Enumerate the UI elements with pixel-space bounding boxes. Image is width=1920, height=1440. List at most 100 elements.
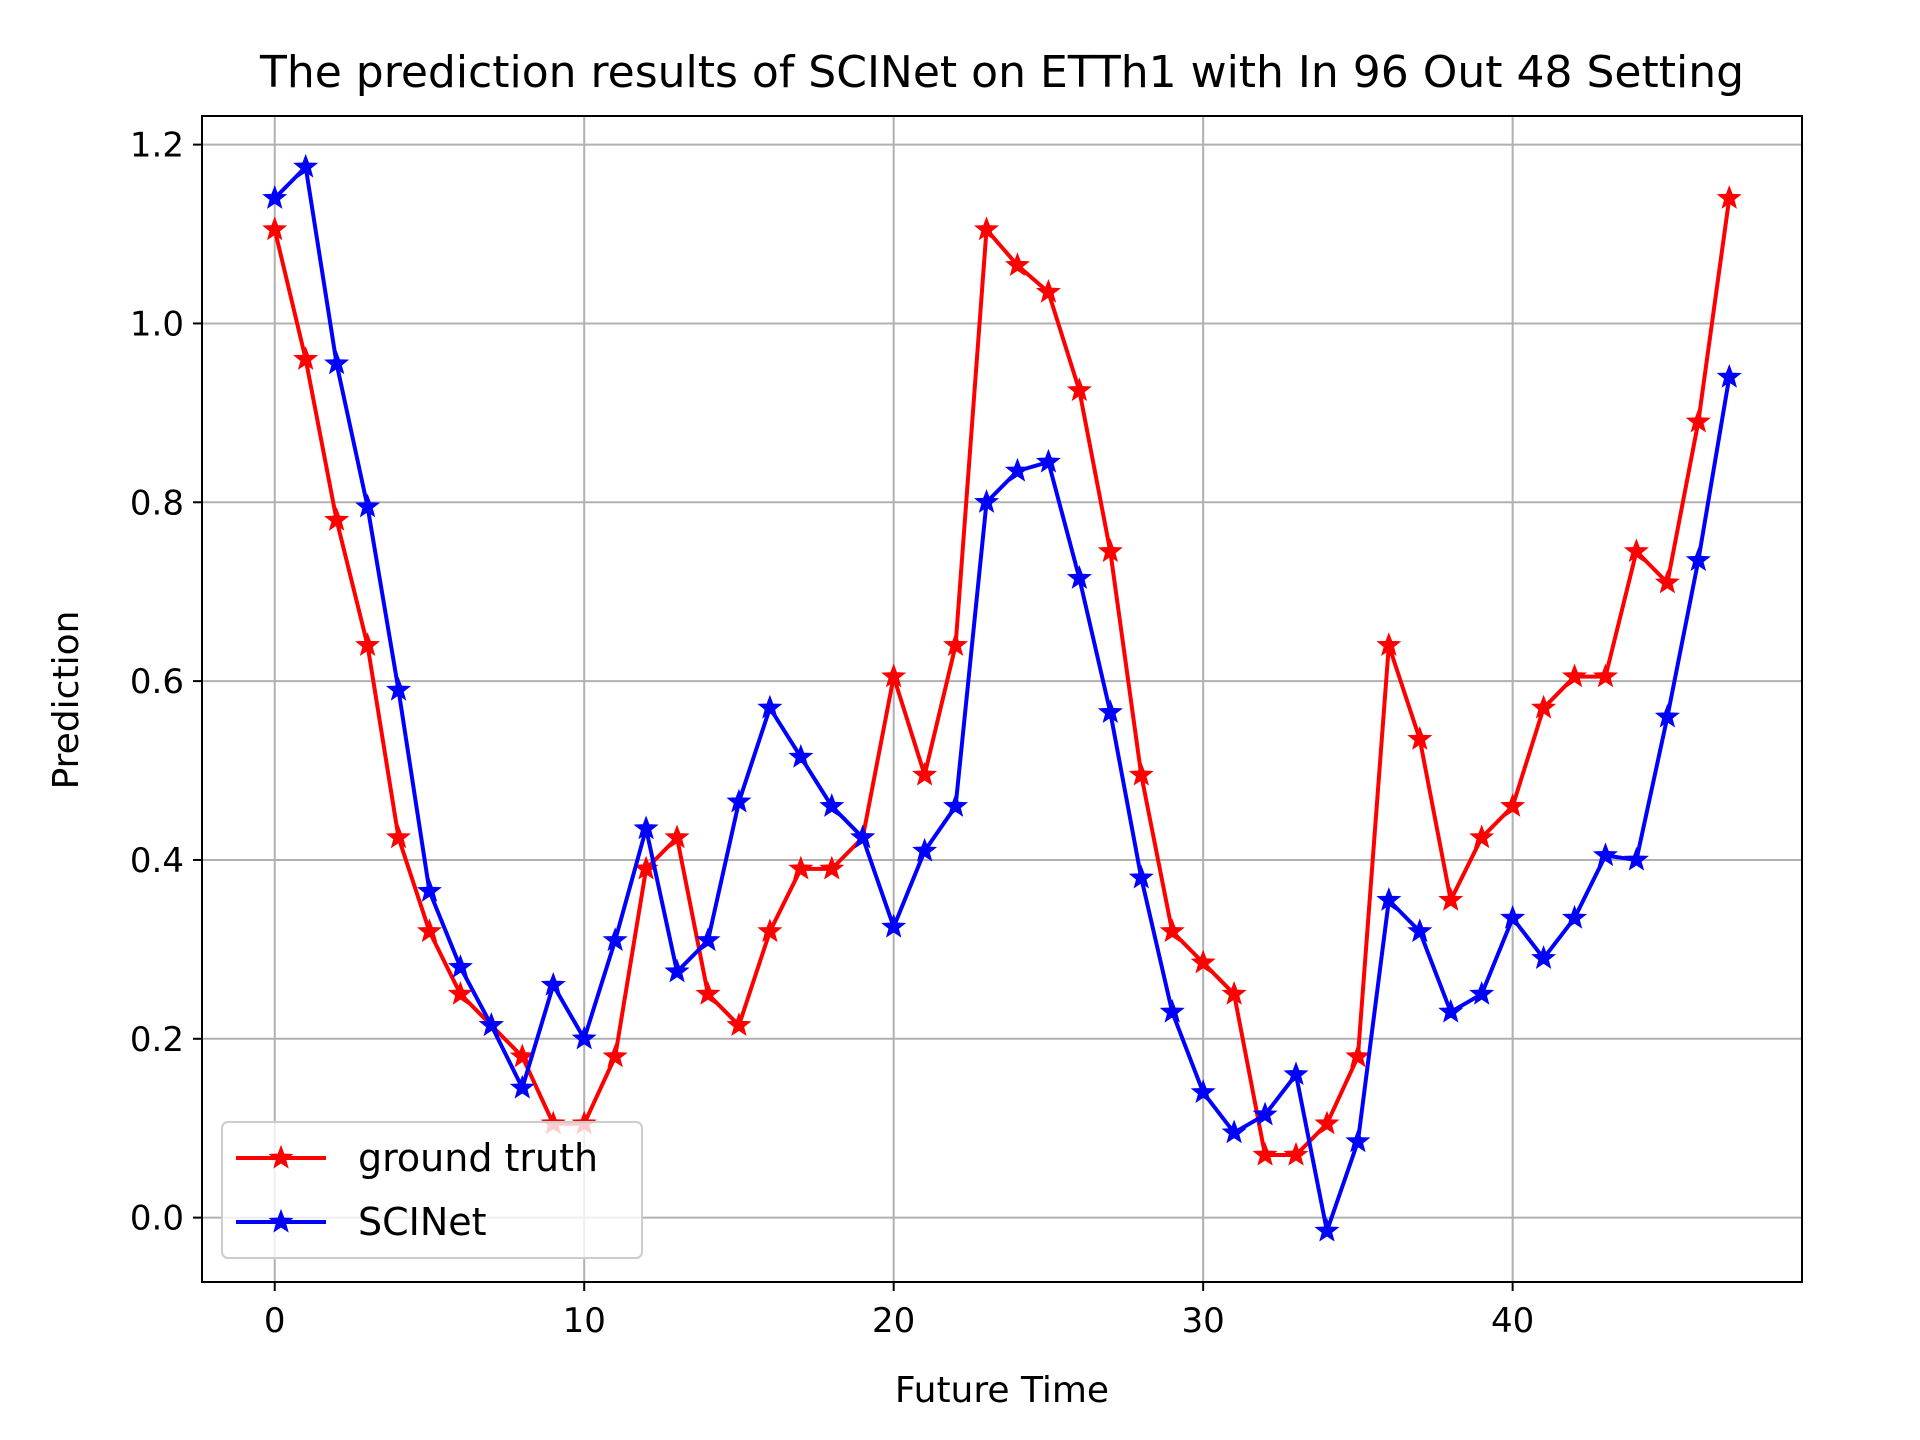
data-point bbox=[1066, 377, 1092, 402]
data-point bbox=[1716, 185, 1742, 209]
data-point bbox=[571, 1025, 597, 1050]
legend-star-icon bbox=[268, 1208, 294, 1233]
y-tick-label: 0.0 bbox=[130, 1199, 184, 1239]
data-point bbox=[695, 927, 721, 952]
data-point bbox=[1654, 703, 1680, 728]
data-point bbox=[324, 350, 350, 375]
data-point bbox=[881, 663, 907, 688]
data-point bbox=[1592, 663, 1618, 688]
data-point bbox=[324, 507, 350, 531]
legend: ground truth SCINet bbox=[221, 1121, 643, 1259]
x-tick-label: 10 bbox=[563, 1301, 606, 1341]
x-tick-label: 30 bbox=[1182, 1301, 1225, 1341]
grid bbox=[202, 116, 1802, 1282]
data-point bbox=[664, 958, 690, 983]
data-point bbox=[1128, 761, 1154, 786]
data-point bbox=[788, 743, 814, 768]
x-tick-label: 40 bbox=[1491, 1301, 1534, 1341]
data-point bbox=[1562, 904, 1588, 929]
data-point bbox=[1438, 887, 1464, 911]
data-point bbox=[974, 489, 1000, 513]
data-point bbox=[695, 980, 721, 1005]
data-point bbox=[416, 918, 442, 943]
data-point bbox=[355, 493, 381, 518]
data-point bbox=[1407, 918, 1433, 943]
axis-ticks: 0 10 20 30 40 0.0 0.2 0.4 0.6 0.8 1.0 1.2 bbox=[130, 126, 1534, 1341]
series-ground-truth bbox=[262, 185, 1742, 1166]
chart-title: The prediction results of SCINet on ETTh… bbox=[259, 47, 1744, 98]
legend-star-icon bbox=[268, 1144, 294, 1169]
data-point bbox=[262, 216, 288, 241]
data-point bbox=[540, 971, 566, 996]
data-point bbox=[1035, 279, 1061, 303]
data-point bbox=[1438, 998, 1464, 1023]
data-point bbox=[1685, 547, 1711, 572]
data-point bbox=[788, 855, 814, 880]
data-point bbox=[1283, 1141, 1309, 1166]
data-point bbox=[912, 837, 938, 862]
data-point bbox=[1716, 363, 1742, 388]
data-point bbox=[1159, 918, 1185, 943]
data-point bbox=[1407, 726, 1433, 750]
data-point bbox=[1221, 1119, 1247, 1144]
data-point bbox=[293, 153, 319, 178]
data-point bbox=[1252, 1101, 1278, 1126]
data-point bbox=[912, 761, 938, 786]
data-point bbox=[447, 954, 473, 978]
data-point bbox=[509, 1074, 535, 1099]
data-point bbox=[478, 1012, 504, 1037]
data-point bbox=[509, 1043, 535, 1068]
series-layer bbox=[262, 153, 1742, 1242]
data-point bbox=[1314, 1110, 1340, 1135]
data-point bbox=[1252, 1141, 1278, 1166]
data-point bbox=[1623, 538, 1649, 563]
data-point bbox=[1190, 1079, 1216, 1104]
data-point bbox=[1128, 864, 1154, 889]
plot-frame bbox=[201, 115, 1803, 1283]
y-tick-label: 0.8 bbox=[130, 483, 184, 523]
data-point bbox=[262, 185, 288, 209]
data-point bbox=[416, 878, 442, 902]
data-point bbox=[881, 913, 907, 938]
y-tick-label: 1.2 bbox=[130, 126, 184, 166]
y-tick-label: 0.4 bbox=[130, 841, 184, 881]
data-point bbox=[1345, 1128, 1371, 1153]
legend-label: SCINet bbox=[358, 1200, 487, 1244]
series-line bbox=[273, 164, 1732, 1234]
series-scinet bbox=[262, 153, 1742, 1242]
data-point bbox=[1500, 793, 1526, 817]
data-point bbox=[819, 855, 845, 880]
data-point bbox=[1314, 1217, 1340, 1242]
data-point bbox=[943, 632, 969, 656]
data-point bbox=[1190, 949, 1216, 974]
data-point bbox=[1500, 904, 1526, 929]
data-point bbox=[1654, 569, 1680, 594]
y-tick-label: 0.2 bbox=[130, 1020, 184, 1060]
data-point bbox=[819, 793, 845, 817]
legend-label: ground truth bbox=[358, 1136, 598, 1180]
data-point bbox=[1035, 448, 1061, 473]
data-point bbox=[757, 918, 783, 943]
data-point bbox=[386, 676, 412, 701]
y-tick-label: 0.6 bbox=[130, 662, 184, 702]
data-point bbox=[355, 632, 381, 656]
data-point bbox=[943, 793, 969, 817]
data-point bbox=[1066, 565, 1092, 589]
data-point bbox=[1469, 980, 1495, 1005]
x-axis-label: Future Time bbox=[895, 1370, 1109, 1411]
data-point bbox=[1376, 632, 1402, 656]
x-tick-label: 0 bbox=[264, 1301, 286, 1341]
y-axis-label: Prediction bbox=[46, 611, 87, 790]
data-point bbox=[974, 216, 1000, 241]
legend-box bbox=[221, 1121, 643, 1259]
data-point bbox=[447, 980, 473, 1005]
data-point bbox=[602, 927, 628, 952]
x-tick-label: 20 bbox=[872, 1301, 915, 1341]
data-point bbox=[1623, 846, 1649, 871]
data-point bbox=[1469, 824, 1495, 849]
data-point bbox=[1531, 694, 1557, 719]
data-point bbox=[1004, 252, 1030, 276]
data-point bbox=[1004, 457, 1030, 482]
data-point bbox=[1159, 998, 1185, 1023]
